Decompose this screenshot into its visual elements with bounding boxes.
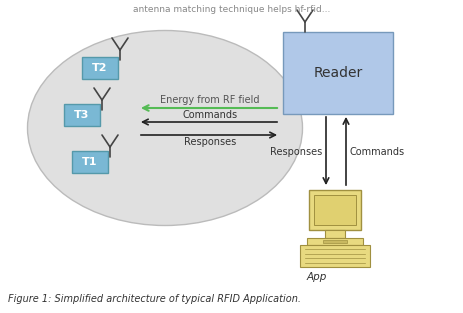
Text: T2: T2 (92, 63, 108, 73)
Bar (314, 195, 356, 225)
Bar (307, 238, 363, 245)
Bar (309, 190, 361, 230)
Ellipse shape (27, 30, 302, 225)
Bar (72, 151, 108, 173)
Text: Responses: Responses (270, 147, 322, 157)
Bar (325, 230, 345, 238)
Text: T1: T1 (82, 157, 98, 167)
Text: Figure 1: Simplified architecture of typical RFID Application.: Figure 1: Simplified architecture of typ… (8, 294, 301, 304)
Text: T3: T3 (75, 110, 90, 120)
Bar (300, 245, 370, 267)
Text: Commands: Commands (182, 110, 238, 120)
Bar (82, 57, 118, 79)
Bar (323, 240, 347, 243)
Text: Reader: Reader (313, 66, 363, 80)
Text: antenna matching technique helps hf-rfid...: antenna matching technique helps hf-rfid… (133, 5, 331, 14)
Text: App: App (307, 272, 327, 282)
Bar (64, 104, 100, 126)
Text: Commands: Commands (350, 147, 405, 157)
Text: Energy from RF field: Energy from RF field (160, 95, 260, 105)
Bar (283, 32, 393, 114)
Text: Responses: Responses (184, 137, 236, 147)
